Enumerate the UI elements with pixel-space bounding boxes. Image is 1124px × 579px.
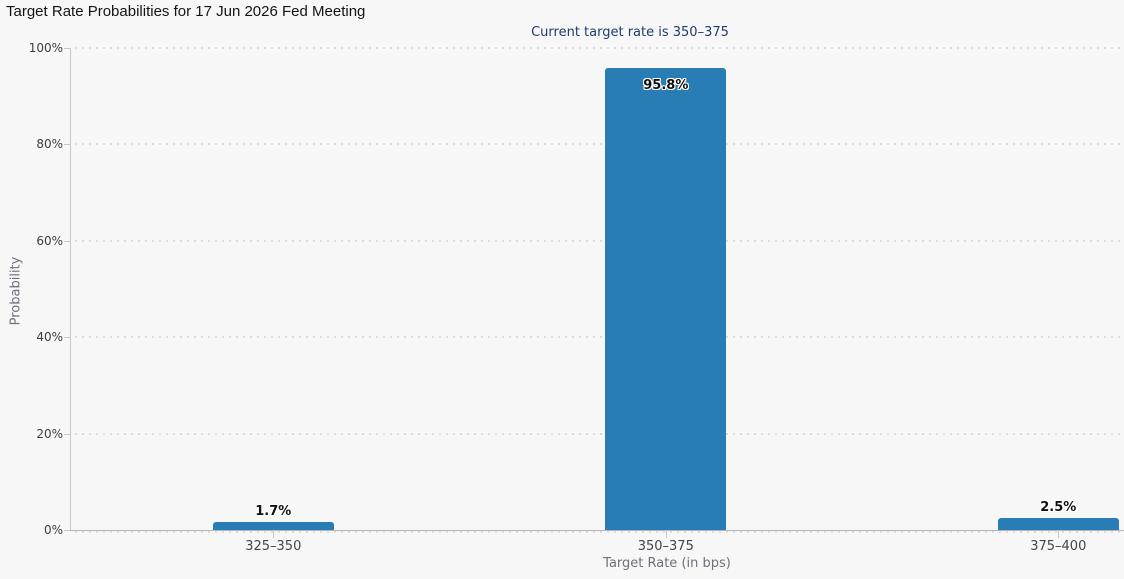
x-axis-line bbox=[70, 530, 1124, 531]
y-axis-tick-40 bbox=[64, 337, 70, 338]
gridline-100 bbox=[75, 47, 1124, 49]
y-axis-tick-label: 20% bbox=[36, 427, 63, 441]
gridline-20 bbox=[75, 433, 1124, 435]
x-axis-tick bbox=[666, 530, 667, 538]
y-axis-tick-label: 100% bbox=[28, 41, 63, 55]
y-axis-tick-0 bbox=[64, 530, 70, 531]
gridline-40 bbox=[75, 336, 1124, 338]
y-axis-tick-label: 40% bbox=[36, 330, 63, 344]
y-axis-title: Probability bbox=[8, 256, 24, 326]
y-axis-tick-80 bbox=[64, 144, 70, 145]
x-axis-category-label: 350–375 bbox=[637, 539, 694, 554]
gridline-0 bbox=[75, 531, 1124, 533]
y-axis-line bbox=[70, 48, 71, 530]
gridline-60 bbox=[75, 240, 1124, 242]
x-axis-tick bbox=[273, 530, 274, 538]
y-axis-tick-100 bbox=[64, 48, 70, 49]
x-axis-category-label: 325–350 bbox=[245, 539, 302, 554]
bar-value-label: 1.7% bbox=[255, 503, 292, 519]
x-axis-title: Target Rate (in bps) bbox=[603, 556, 731, 571]
y-axis-tick-label: 60% bbox=[36, 234, 63, 248]
y-axis-tick-label: 80% bbox=[36, 137, 63, 151]
bar-value-label: 95.8% bbox=[643, 78, 689, 94]
bar-value-label: 2.5% bbox=[1040, 500, 1077, 515]
probability-bar-375–400[interactable] bbox=[997, 518, 1119, 530]
y-axis-tick-label: 0% bbox=[43, 523, 63, 537]
x-axis-category-label: 375–400 bbox=[1030, 539, 1087, 554]
chart-title: Target Rate Probabilities for 17 Jun 202… bbox=[6, 3, 366, 20]
x-axis-tick bbox=[1058, 530, 1059, 538]
y-axis-tick-20 bbox=[64, 434, 70, 435]
gridline-80 bbox=[75, 143, 1124, 145]
probability-bar-325–350[interactable] bbox=[212, 521, 334, 530]
y-axis-tick-60 bbox=[64, 241, 70, 242]
probability-bar-350–375[interactable] bbox=[605, 68, 727, 530]
chart-subtitle: Current target rate is 350–375 bbox=[531, 25, 729, 40]
